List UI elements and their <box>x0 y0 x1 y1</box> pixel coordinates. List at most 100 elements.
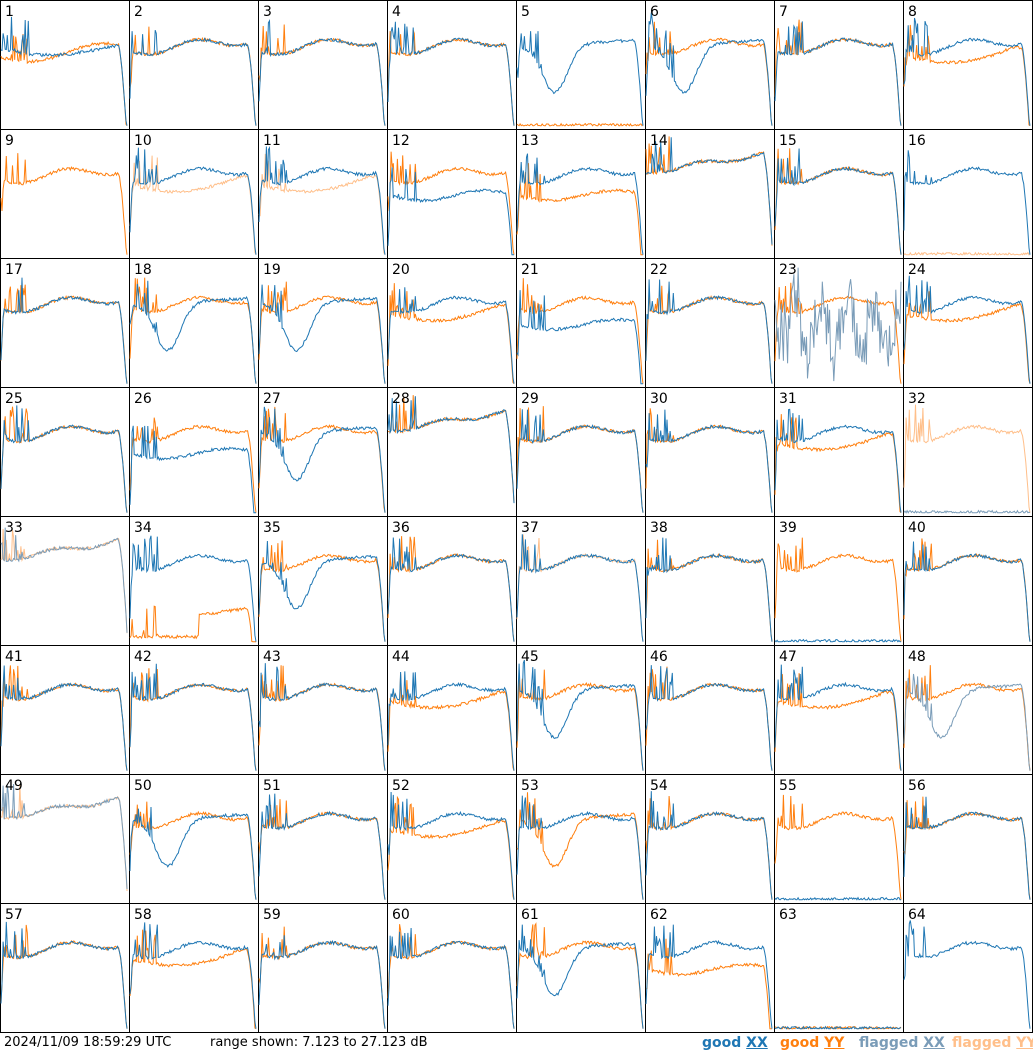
antenna-label: 38 <box>650 520 668 536</box>
antenna-label: 3 <box>263 4 272 20</box>
tile-frame <box>903 645 1033 775</box>
xx-series-line <box>774 408 902 513</box>
antenna-tile: 6 <box>645 0 775 130</box>
tile-frame <box>903 258 1033 388</box>
yy-series-line <box>774 794 902 900</box>
timestamp: 2024/11/09 18:59:29 UTC <box>4 1035 172 1050</box>
tile-frame <box>258 516 388 646</box>
xx-series-line <box>129 147 257 255</box>
antenna-label: 8 <box>908 4 917 20</box>
antenna-tile: 36 <box>387 516 517 646</box>
antenna-tile: 30 <box>645 387 775 517</box>
antenna-label: 64 <box>908 907 926 923</box>
tile-frame <box>387 387 517 517</box>
antenna-label: 15 <box>779 133 797 149</box>
xx-series-line <box>645 12 773 126</box>
antenna-label: 40 <box>908 520 926 536</box>
antenna-label: 28 <box>392 391 410 407</box>
tile-frame <box>129 903 259 1033</box>
antenna-tile: 52 <box>387 774 517 904</box>
antenna-label: 7 <box>779 4 788 20</box>
antenna-label: 59 <box>263 907 281 923</box>
xx-series-line <box>516 659 644 771</box>
antenna-label: 44 <box>392 649 410 665</box>
yy-series-line <box>129 605 256 643</box>
xx-series-line <box>516 409 644 513</box>
legend-good-xx: good XX <box>702 1035 768 1051</box>
xx-series-line <box>903 17 1031 126</box>
antenna-label: 53 <box>521 778 539 794</box>
antenna-tile: 61 <box>516 903 646 1033</box>
antenna-tile: 35 <box>258 516 388 646</box>
tile-frame <box>387 0 517 130</box>
xx-series-line <box>258 18 386 126</box>
antenna-tile: 22 <box>645 258 775 388</box>
antenna-tile: 4 <box>387 0 517 130</box>
yy-series-line <box>903 291 1031 384</box>
antenna-label: 57 <box>5 907 23 923</box>
antenna-label: 47 <box>779 649 797 665</box>
tile-frame <box>387 129 517 259</box>
yy-series-line <box>129 417 257 513</box>
antenna-tile: 39 <box>774 516 904 646</box>
antenna-label: 12 <box>392 133 410 149</box>
xx-series-line <box>387 396 515 504</box>
xx-series-line <box>387 927 515 1029</box>
yy-series-line <box>903 24 1031 127</box>
antenna-label: 33 <box>5 520 23 536</box>
antenna-label: 31 <box>779 391 797 407</box>
legend-good-yy-prefix: good <box>780 1035 820 1051</box>
footer: 2024/11/09 18:59:29 UTC range shown: 7.1… <box>0 1033 1033 1053</box>
tile-frame <box>516 0 646 130</box>
tile-frame <box>258 0 388 130</box>
antenna-tile: 12 <box>387 129 517 259</box>
xx-series-line <box>129 280 257 384</box>
antenna-tile: 51 <box>258 774 388 904</box>
antenna-tile: 46 <box>645 645 775 775</box>
range-label: range shown: 7.123 to 27.123 dB <box>210 1035 428 1050</box>
antenna-tile: 59 <box>258 903 388 1033</box>
antenna-label: 20 <box>392 262 410 278</box>
antenna-label: 9 <box>5 133 14 149</box>
antenna-label: 25 <box>5 391 23 407</box>
xx-series-line <box>516 290 643 385</box>
antenna-tile: 29 <box>516 387 646 517</box>
tile-frame <box>129 387 259 517</box>
antenna-label: 46 <box>650 649 668 665</box>
antenna-label: 27 <box>263 391 281 407</box>
antenna-label: 2 <box>134 4 143 20</box>
tile-frame <box>774 774 904 904</box>
xx-series-line <box>903 920 1031 1029</box>
antenna-tile: 17 <box>0 258 130 388</box>
xx-series-line <box>387 287 515 384</box>
xx-series-line <box>387 167 514 256</box>
legend-good-yy: good YY <box>780 1035 844 1051</box>
antenna-tile: 24 <box>903 258 1033 388</box>
antenna-tile: 25 <box>0 387 130 517</box>
antenna-tile: 41 <box>0 645 130 775</box>
antenna-tile: 53 <box>516 774 646 904</box>
antenna-tile: 14 <box>645 129 775 259</box>
antenna-tile: 2 <box>129 0 259 130</box>
antenna-tile: 43 <box>258 645 388 775</box>
antenna-label: 37 <box>521 520 539 536</box>
antenna-tile: 32 <box>903 387 1033 517</box>
antenna-label: 4 <box>392 4 401 20</box>
antenna-tile: 49 <box>0 774 130 904</box>
antenna-label: 42 <box>134 649 152 665</box>
legend-flagged-yy-pol: YY <box>1016 1035 1033 1051</box>
xx-series-line <box>903 275 1031 384</box>
yy-series-line <box>645 938 772 1030</box>
antenna-tile: 7 <box>774 0 904 130</box>
yy-series-line <box>0 153 128 255</box>
antenna-tile: 55 <box>774 774 904 904</box>
antenna-label: 50 <box>134 778 152 794</box>
yy-series-line <box>0 528 128 634</box>
xx-series-line <box>0 16 128 126</box>
yy-series-line <box>129 929 257 1030</box>
antenna-label: 17 <box>5 262 23 278</box>
antenna-label: 41 <box>5 649 23 665</box>
xx-series-line <box>258 406 386 513</box>
xx-series-line <box>774 638 902 643</box>
xx-series-line <box>516 31 644 126</box>
